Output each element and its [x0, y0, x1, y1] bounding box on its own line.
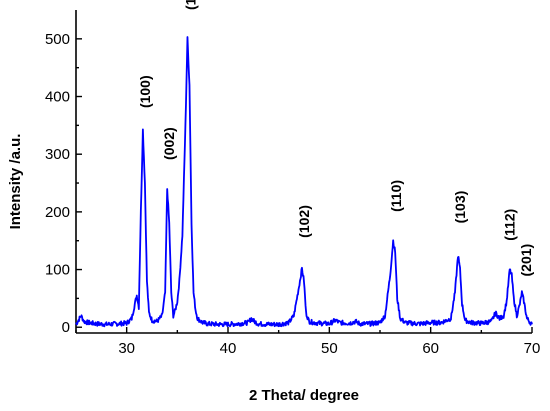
- x-tick-label: 70: [524, 340, 541, 357]
- x-axis-label: 2 Theta/ degree: [249, 387, 359, 404]
- y-tick-label: 200: [45, 204, 70, 221]
- x-tick-label: 60: [422, 340, 439, 357]
- axes: [75, 10, 532, 334]
- x-tick-label: 50: [321, 340, 338, 357]
- series-layer: [75, 36, 533, 328]
- y-tick-label: 500: [45, 31, 70, 48]
- peak-label: (102): [296, 205, 312, 238]
- peak-label: (201): [518, 244, 534, 277]
- peak-label: (110): [388, 180, 404, 212]
- peak-label: (112): [502, 209, 518, 241]
- peak-annotations: (100) (002) (101) (102) (110) (103) (112)(201): [137, 0, 534, 276]
- peak-label: (100): [137, 75, 153, 108]
- ticks: 30 40 50 60 70 0 100 200 300 400 500: [45, 31, 540, 357]
- y-tick-label: 0: [62, 319, 70, 336]
- x-tick-label: 40: [220, 340, 237, 357]
- xrd-series-line: [75, 36, 533, 328]
- peak-label: (002): [161, 127, 177, 160]
- y-axis-label: Intensity /a.u.: [7, 134, 24, 230]
- y-tick-label: 100: [45, 262, 70, 279]
- x-tick-label: 30: [118, 340, 135, 357]
- y-tick-label: 300: [45, 146, 70, 163]
- peak-label: (101): [183, 0, 199, 10]
- peak-label: (103): [452, 191, 468, 224]
- y-tick-label: 400: [45, 89, 70, 106]
